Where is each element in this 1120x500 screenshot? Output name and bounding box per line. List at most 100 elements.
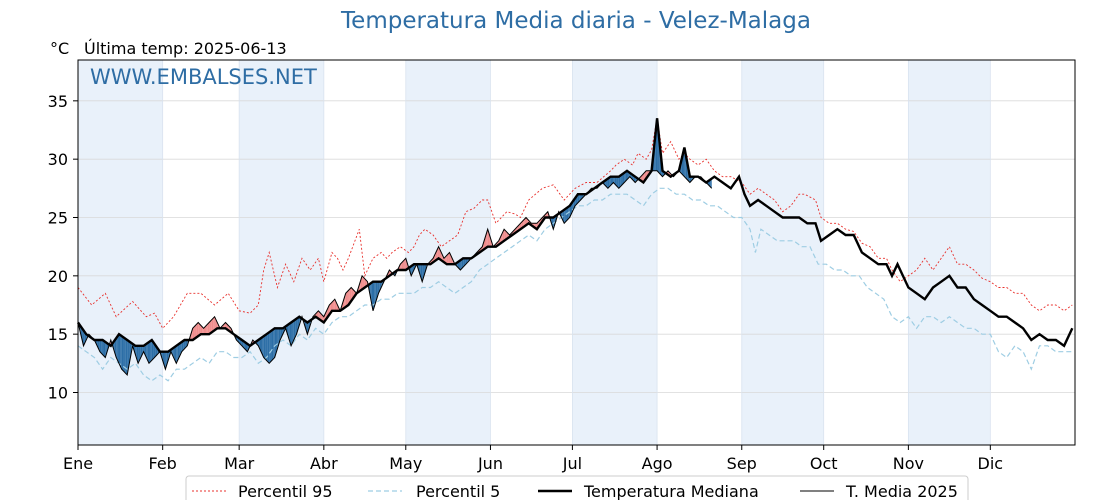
fill-above-median bbox=[359, 280, 361, 292]
fill-below-median bbox=[120, 335, 122, 370]
fill-above-median bbox=[401, 261, 404, 270]
fill-below-median bbox=[99, 340, 102, 354]
x-tick-label: Oct bbox=[810, 454, 838, 473]
fill-above-median bbox=[363, 277, 365, 289]
fill-above-median bbox=[205, 325, 207, 335]
fill-below-median bbox=[464, 258, 466, 266]
month-band bbox=[908, 60, 991, 445]
fill-below-median bbox=[289, 322, 292, 346]
fill-below-median bbox=[293, 319, 296, 340]
series-line-percentil-95 bbox=[77, 118, 1073, 330]
fill-below-median bbox=[177, 343, 180, 361]
fill-above-median bbox=[642, 173, 644, 183]
y-unit-label: °C bbox=[50, 39, 70, 58]
fill-below-median bbox=[569, 203, 572, 218]
fill-below-median bbox=[184, 340, 186, 349]
last-update-label: Última temp: 2025-06-13 bbox=[84, 39, 287, 58]
fill-below-median bbox=[117, 334, 119, 364]
fill-above-median bbox=[200, 325, 203, 335]
fill-above-median bbox=[206, 323, 208, 335]
fill-below-median bbox=[83, 330, 85, 346]
series-line-percentil-5 bbox=[77, 187, 1073, 382]
fill-above-median bbox=[483, 237, 485, 250]
fill-below-median bbox=[617, 176, 619, 189]
chart-title: Temperatura Media diaria - Velez-Malaga bbox=[341, 8, 811, 34]
fill-below-median bbox=[286, 324, 289, 338]
fill-above-median bbox=[196, 322, 199, 338]
fill-below-median bbox=[274, 328, 277, 358]
fill-above-median bbox=[345, 291, 348, 307]
fill-above-median bbox=[349, 287, 352, 304]
watermark: WWW.EMBALSES.NET bbox=[90, 65, 317, 89]
fill-below-median bbox=[262, 336, 264, 358]
fill-above-median bbox=[504, 229, 506, 241]
fill-below-median bbox=[270, 330, 272, 362]
fill-below-median bbox=[564, 208, 566, 224]
fill-below-median bbox=[269, 331, 271, 364]
series-line-temperatura-mediana bbox=[77, 118, 1074, 353]
fill-above-median bbox=[489, 233, 491, 247]
plot-frame bbox=[77, 59, 1076, 446]
fill-below-median bbox=[419, 264, 421, 278]
fill-below-median bbox=[149, 340, 151, 364]
fill-below-median bbox=[306, 321, 308, 335]
fill-below-median bbox=[459, 260, 461, 270]
legend-label: Percentil 95 bbox=[238, 482, 333, 500]
x-tick-label: Mar bbox=[224, 454, 255, 473]
fill-below-median bbox=[174, 345, 177, 364]
fill-below-median bbox=[127, 340, 129, 375]
fill-below-median bbox=[461, 258, 464, 269]
fill-below-median bbox=[606, 178, 608, 189]
fill-below-median bbox=[375, 281, 378, 303]
fill-below-median bbox=[614, 176, 617, 186]
fill-below-median bbox=[295, 318, 297, 338]
month-band bbox=[572, 60, 658, 445]
grid-lines bbox=[77, 60, 1075, 445]
fill-below-median bbox=[423, 264, 425, 278]
fill-above-median bbox=[448, 252, 450, 265]
fill-above-median bbox=[210, 319, 212, 334]
fill-above-median bbox=[362, 275, 364, 290]
x-tick-label: Jun bbox=[477, 454, 503, 473]
fill-below-median bbox=[610, 176, 613, 186]
fill-below-median bbox=[102, 340, 104, 357]
fill-below-median bbox=[153, 341, 155, 359]
fill-above-median bbox=[332, 300, 334, 311]
fill-above-median bbox=[348, 288, 350, 305]
month-band bbox=[239, 60, 324, 445]
fill-below-median bbox=[374, 281, 376, 307]
fill-above-median bbox=[207, 322, 210, 335]
fill-above-median bbox=[404, 258, 406, 270]
fill-below-median bbox=[118, 334, 121, 367]
fill-below-median bbox=[267, 332, 270, 364]
fill-below-median bbox=[307, 321, 309, 335]
fill-below-median bbox=[266, 333, 268, 362]
fill-below-median bbox=[379, 281, 382, 291]
fill-above-median bbox=[505, 230, 507, 240]
x-tick-label: Dic bbox=[978, 454, 1004, 473]
fill-below-median bbox=[173, 346, 175, 361]
x-tick-label: Ene bbox=[63, 454, 93, 473]
fill-below-median bbox=[151, 340, 154, 361]
legend-box bbox=[185, 475, 969, 500]
fill-below-median bbox=[139, 345, 141, 361]
fill-above-median bbox=[318, 310, 320, 320]
y-tick-label: 15 bbox=[48, 325, 68, 344]
fill-below-median bbox=[281, 328, 283, 338]
fill-below-median bbox=[123, 337, 125, 373]
fill-below-median bbox=[146, 342, 148, 361]
fill-above-median bbox=[342, 297, 345, 309]
fill-below-median bbox=[183, 340, 185, 351]
month-bands bbox=[78, 60, 991, 445]
x-tick-label: Ago bbox=[642, 454, 673, 473]
fill-below-median bbox=[616, 176, 618, 187]
fill-below-median bbox=[263, 335, 266, 359]
fill-below-median bbox=[82, 328, 84, 346]
fill-above-median bbox=[195, 323, 197, 339]
fill-below-median bbox=[129, 341, 132, 361]
x-tick-label: Abr bbox=[310, 454, 338, 473]
fill-below-median bbox=[621, 173, 623, 186]
y-tick-label: 30 bbox=[48, 150, 68, 169]
fill-above-median bbox=[213, 316, 215, 332]
fill-below-median bbox=[116, 336, 118, 361]
